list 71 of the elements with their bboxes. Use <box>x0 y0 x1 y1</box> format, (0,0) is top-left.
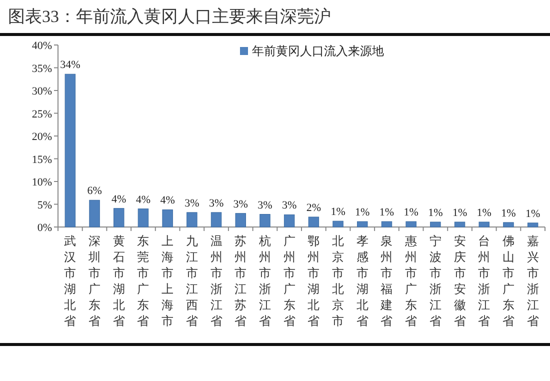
x-tick-label: 东莞市广东省 <box>137 234 150 328</box>
x-tick-label: 宁波市浙江省 <box>429 234 442 328</box>
x-tick-label: 佛山市广东省 <box>502 234 514 328</box>
data-label: 4% <box>160 194 175 207</box>
bar <box>381 221 392 228</box>
data-label: 3% <box>233 198 248 210</box>
data-label: 3% <box>258 199 272 212</box>
bar <box>114 208 124 228</box>
x-tick-label: 安庆市安徽省 <box>454 234 466 328</box>
x-tick-label: 孝感市湖北省 <box>356 234 368 328</box>
data-label: 4% <box>136 194 151 206</box>
x-tick-label: 鄂州市湖北省 <box>308 234 320 328</box>
bar <box>478 222 490 228</box>
bar <box>454 222 466 228</box>
x-tick-label: 杭州市浙江省 <box>258 234 271 328</box>
legend-label: 年前黄冈人口流入来源地 <box>252 44 384 58</box>
bar <box>357 221 368 228</box>
y-tick-label: 40% <box>32 40 52 52</box>
data-label: 1% <box>476 206 492 219</box>
chart-title: 图表33：年前流入黄冈人口主要来自深莞沪 <box>8 7 331 26</box>
bar <box>430 222 441 228</box>
data-label: 1% <box>501 207 516 220</box>
bar <box>89 200 100 228</box>
bar <box>235 213 246 228</box>
y-tick-label: 10% <box>32 176 52 188</box>
x-tick-label: 台州市浙江省 <box>478 234 490 328</box>
data-label: 6% <box>87 185 102 198</box>
bar <box>406 221 416 228</box>
x-tick-label: 温州市浙江省 <box>210 234 222 328</box>
x-tick-label: 泉州市福建省 <box>380 234 393 328</box>
bar <box>210 212 222 228</box>
bar <box>308 216 320 228</box>
bar <box>162 209 173 228</box>
x-tick-label: 广州市广东省 <box>283 234 296 328</box>
data-label: 2% <box>306 202 322 214</box>
data-label: 34% <box>60 59 80 72</box>
bar <box>138 208 149 228</box>
y-tick-label: 30% <box>32 86 52 98</box>
data-label: 3% <box>184 197 200 210</box>
data-label: 1% <box>452 206 468 219</box>
y-tick-label: 20% <box>32 131 52 143</box>
data-label: 1% <box>404 206 418 219</box>
x-tick-label: 苏州市江苏省 <box>234 234 247 328</box>
data-label: 1% <box>330 206 346 218</box>
x-tick-label: 北京市北京市 <box>332 234 344 328</box>
data-label: 3% <box>282 200 297 212</box>
y-tick-label: 35% <box>32 62 52 75</box>
x-tick-label: 上海市上海市 <box>162 234 174 328</box>
x-tick-label: 嘉兴市浙江省 <box>526 234 539 328</box>
data-label: 1% <box>379 206 394 219</box>
x-tick-label: 九江市江西省 <box>186 234 198 328</box>
y-tick-label: 25% <box>32 108 52 120</box>
bar <box>284 214 295 228</box>
x-tick-label: 深圳市广东省 <box>88 234 101 328</box>
x-tick-label: 武汉市湖北省 <box>64 234 76 328</box>
x-tick-label: 惠州市广东省 <box>404 234 418 328</box>
data-label: 3% <box>208 197 224 210</box>
y-tick-label: 5% <box>37 199 52 212</box>
data-label: 1% <box>525 208 540 220</box>
x-tick-label: 黄石市湖北省 <box>112 234 125 328</box>
bar <box>527 222 538 228</box>
data-label: 1% <box>355 206 370 219</box>
y-tick-label: 15% <box>32 154 52 166</box>
bar <box>503 222 514 228</box>
bar <box>64 74 76 228</box>
y-tick-label: 0% <box>37 222 52 234</box>
bar <box>186 212 198 228</box>
data-label: 1% <box>428 206 443 219</box>
data-label: 4% <box>112 193 126 206</box>
bar <box>332 220 344 228</box>
bar <box>260 214 270 228</box>
